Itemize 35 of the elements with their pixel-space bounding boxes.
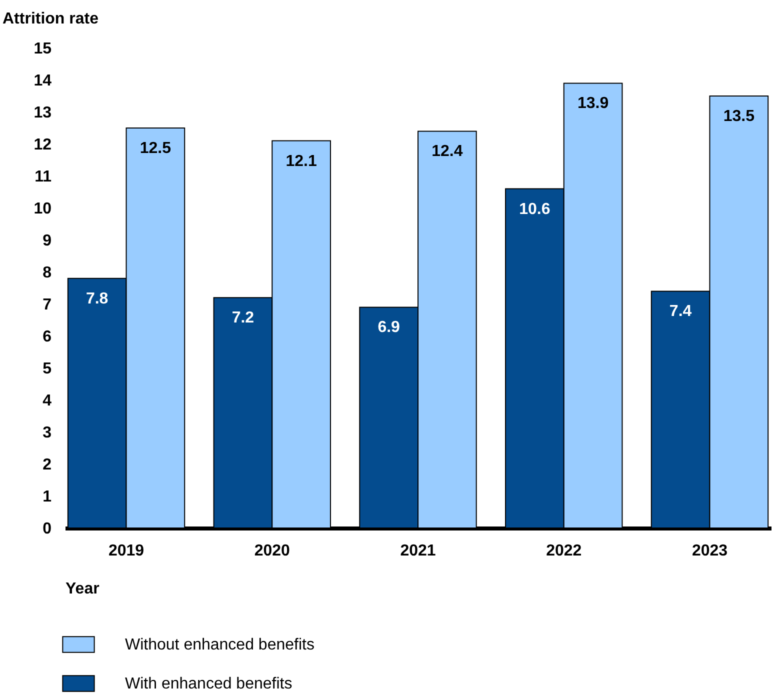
legend-label: With enhanced benefits bbox=[125, 676, 292, 692]
y-tick-label: 9 bbox=[42, 232, 52, 250]
y-tick-label: 2 bbox=[42, 456, 52, 474]
data-label: 7.4 bbox=[669, 303, 692, 320]
y-tick-label: 10 bbox=[34, 200, 52, 218]
y-tick-label: 13 bbox=[34, 104, 52, 122]
x-axis-title: Year bbox=[66, 580, 100, 598]
y-tick-label: 4 bbox=[42, 392, 52, 410]
y-tick-label: 14 bbox=[34, 72, 52, 90]
y-tick-label: 15 bbox=[34, 40, 52, 58]
y-axis-title: Attrition rate bbox=[2, 10, 99, 28]
x-tick-label: 2021 bbox=[400, 542, 436, 560]
y-tick-label: 7 bbox=[42, 296, 52, 314]
data-label: 13.9 bbox=[577, 95, 609, 112]
x-tick-label: 2019 bbox=[108, 542, 144, 560]
x-tick-label: 2022 bbox=[546, 542, 582, 560]
data-label: 7.8 bbox=[86, 290, 108, 308]
data-label: 12.4 bbox=[432, 143, 463, 160]
data-label: 13.5 bbox=[723, 108, 755, 125]
data-label: 6.9 bbox=[378, 319, 400, 336]
y-tick-label: 3 bbox=[42, 424, 52, 442]
y-tick-label: 5 bbox=[42, 360, 52, 378]
x-tick-label: 2020 bbox=[254, 542, 290, 560]
data-label: 12.5 bbox=[140, 140, 172, 157]
data-label: 10.6 bbox=[519, 200, 550, 218]
y-tick-label: 0 bbox=[42, 520, 52, 538]
data-label: 12.1 bbox=[286, 152, 317, 170]
x-tick-label: 2023 bbox=[692, 542, 728, 560]
y-tick-label: 11 bbox=[34, 168, 52, 186]
data-label: 7.2 bbox=[232, 310, 254, 327]
y-tick-label: 8 bbox=[42, 264, 52, 282]
legend-label: Without enhanced benefits bbox=[125, 636, 314, 654]
y-tick-label: 1 bbox=[42, 488, 52, 506]
y-tick-label: 12 bbox=[34, 136, 52, 154]
y-tick-label: 6 bbox=[42, 328, 52, 346]
